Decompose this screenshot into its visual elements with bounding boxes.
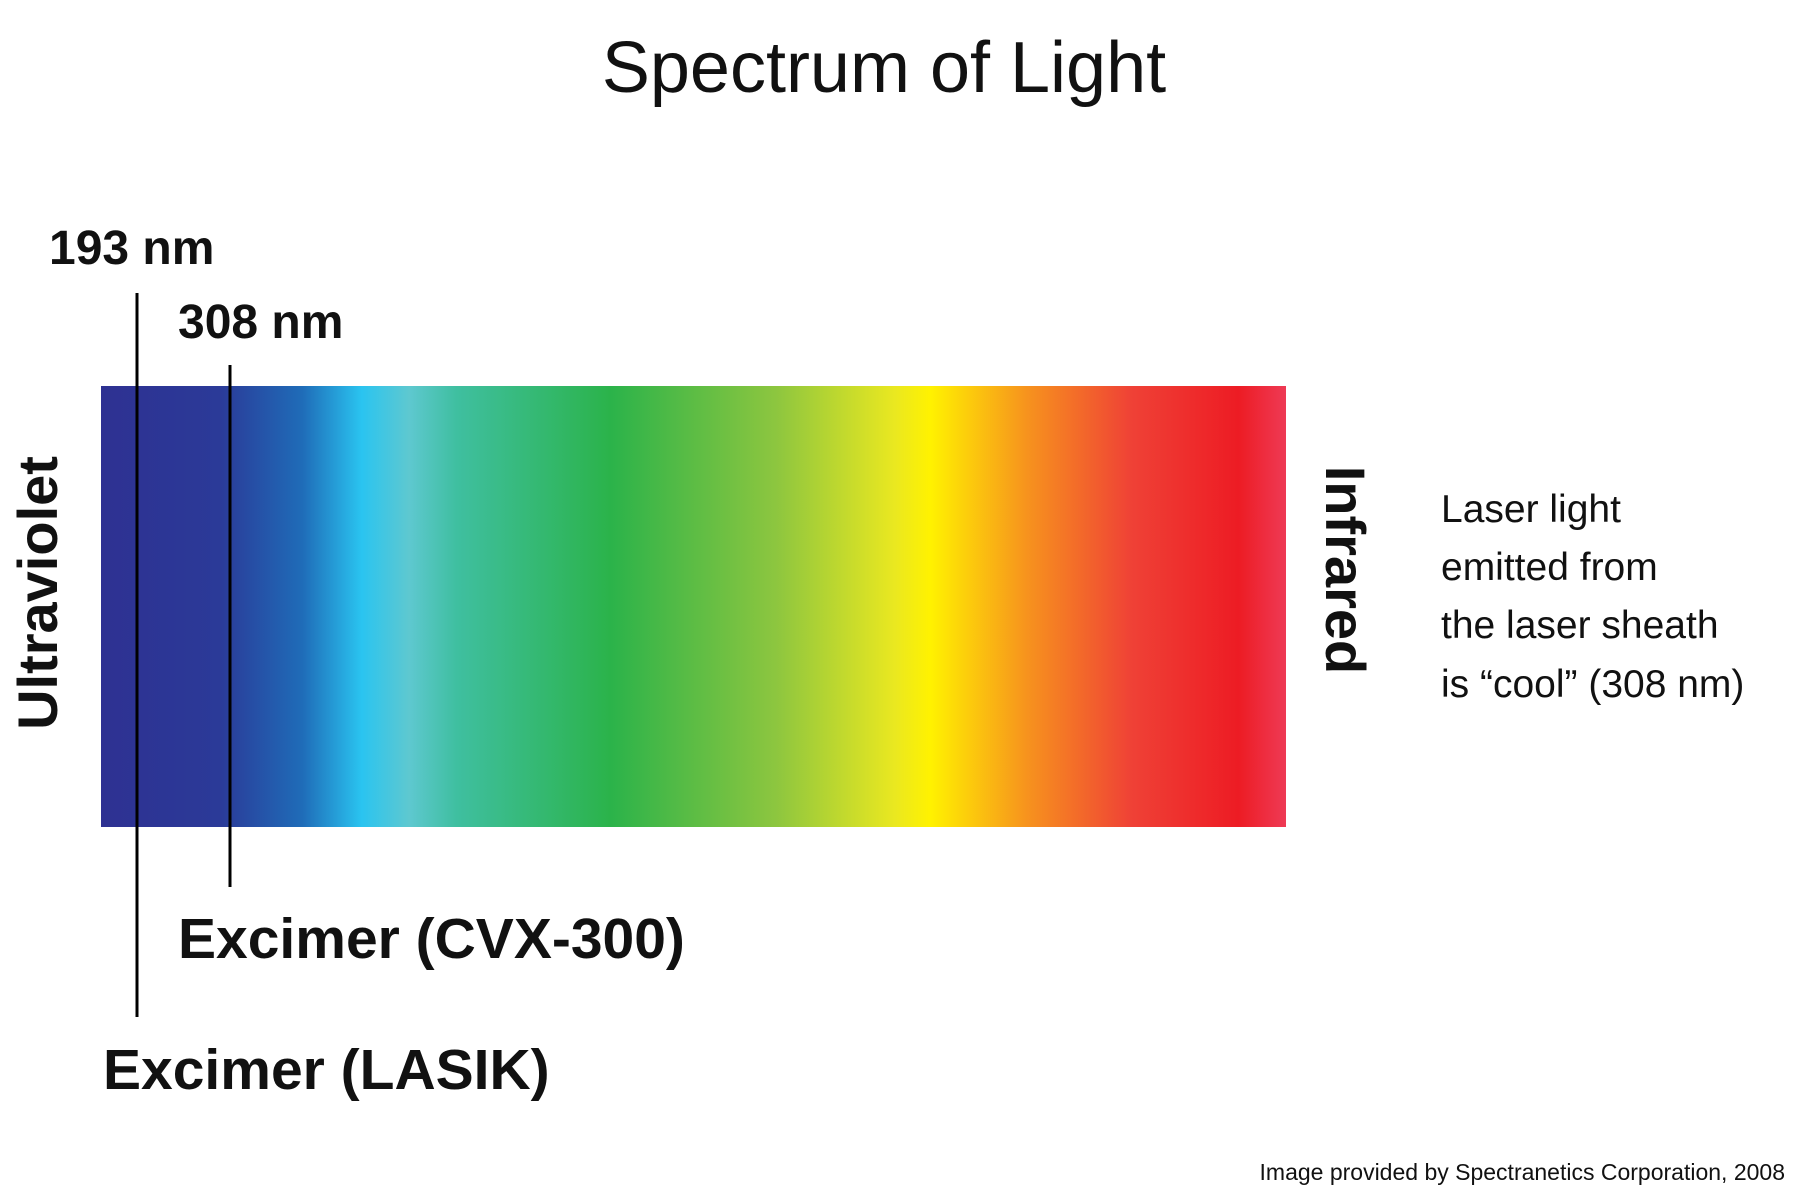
credit: Image provided by Spectranetics Corporat…	[1260, 1159, 1785, 1185]
laser-label: Excimer (LASIK)	[103, 1038, 550, 1102]
infrared-label: Infrared	[1314, 466, 1377, 675]
laser-label: Excimer (CVX-300)	[178, 907, 685, 971]
note-line: the laser sheath	[1441, 604, 1719, 647]
note-line: emitted from	[1441, 546, 1658, 589]
note-line: Laser light	[1441, 488, 1621, 531]
title: Spectrum of Light	[602, 28, 1166, 108]
wavelength-label: 193 nm	[49, 222, 214, 275]
ultraviolet-label: Ultraviolet	[6, 456, 69, 730]
wavelength-label: 308 nm	[178, 296, 343, 349]
note-line: is “cool” (308 nm)	[1441, 663, 1744, 706]
spectrum-bar	[101, 386, 1286, 827]
